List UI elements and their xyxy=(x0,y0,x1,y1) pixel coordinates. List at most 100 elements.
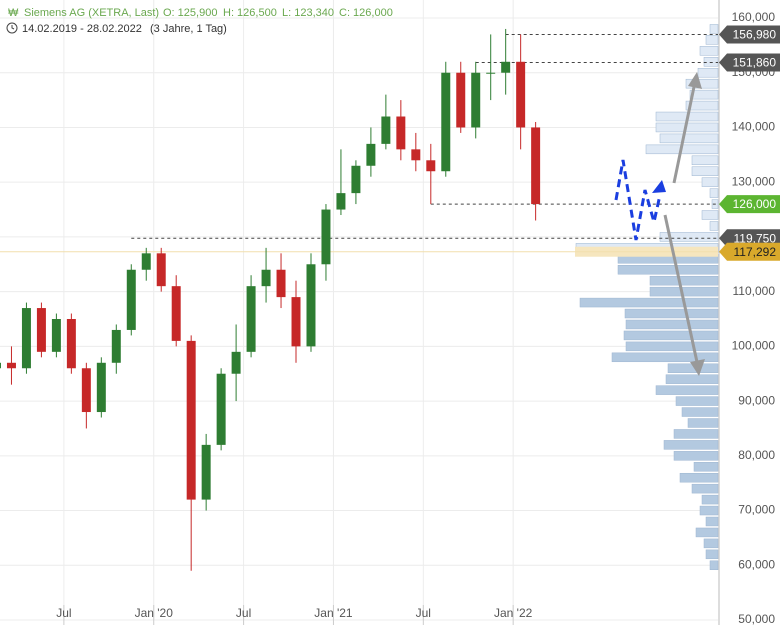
arrows xyxy=(663,72,705,376)
profile-bar xyxy=(699,505,719,516)
candle-body xyxy=(156,253,166,287)
candle-body xyxy=(306,264,316,347)
profile-bar xyxy=(685,78,719,89)
x-tick-label: Jul xyxy=(236,606,251,620)
y-tick-label: 50,000 xyxy=(738,612,775,625)
y-tick-label: 80,000 xyxy=(738,448,775,462)
profile-bar xyxy=(691,155,719,166)
candle-body xyxy=(51,319,61,352)
profile-bar xyxy=(703,538,719,549)
profile-bar xyxy=(625,341,719,352)
profile-bar xyxy=(705,549,719,560)
profile-bar xyxy=(693,462,719,472)
candle-body xyxy=(36,308,46,352)
close-label: C: 126,000 xyxy=(339,7,393,19)
level-label: 119,750 xyxy=(734,231,777,245)
profile-bar xyxy=(681,407,719,417)
profile-bar xyxy=(675,396,719,406)
x-tick-label: Jul xyxy=(416,606,431,620)
title: Siemens AG (XETRA, Last) xyxy=(24,7,159,19)
candle-body xyxy=(201,444,211,500)
profile-bar xyxy=(625,319,719,330)
y-tick-label: 110,000 xyxy=(733,284,776,298)
candle-body xyxy=(321,209,331,265)
profile-bar xyxy=(659,133,719,144)
header: ₩ Siemens AG (XETRA, Last) O: 125,900 H:… xyxy=(6,7,393,35)
profile-bar xyxy=(697,68,719,78)
level-tag xyxy=(719,195,780,214)
profile-bar xyxy=(685,100,719,111)
x-tick-label: Jan '20 xyxy=(135,606,174,620)
y-tick-label: 90,000 xyxy=(738,393,775,407)
candle-body xyxy=(6,362,16,369)
y-tick-label: 70,000 xyxy=(738,503,775,517)
profile-bar xyxy=(659,232,719,242)
candle-body xyxy=(441,72,451,172)
candle-body xyxy=(381,116,391,144)
high-label: H: 126,500 xyxy=(223,7,277,19)
level-label: 126,000 xyxy=(733,197,777,211)
candle-body xyxy=(66,319,76,369)
candle-body xyxy=(516,61,526,128)
candle-body xyxy=(261,269,271,287)
clock-icon xyxy=(6,22,18,34)
candle-body xyxy=(111,329,121,363)
x-tick-label: Jul xyxy=(56,606,71,620)
level-tag xyxy=(719,53,780,72)
range-note: (3 Jahre, 1 Tag) xyxy=(150,23,227,35)
level-label: 151,860 xyxy=(733,56,777,70)
candle-body xyxy=(351,165,361,194)
candle-body xyxy=(396,116,406,150)
profile-bar xyxy=(701,494,719,505)
profile-bar xyxy=(703,57,719,67)
projection xyxy=(614,159,666,241)
candle-body xyxy=(456,72,466,128)
profile-bar xyxy=(701,210,719,220)
profile-bar xyxy=(673,429,719,439)
profile-bar xyxy=(663,440,719,450)
candle-body xyxy=(426,160,436,172)
profile-bar xyxy=(709,560,719,570)
candle-body xyxy=(291,297,301,347)
candle-body xyxy=(0,362,1,369)
profile-bar xyxy=(665,374,719,384)
profile-bar xyxy=(705,35,719,45)
profile-bar xyxy=(649,286,719,297)
profile-bar xyxy=(579,297,719,308)
profile-bar xyxy=(699,46,719,56)
x-tick-label: Jan '21 xyxy=(314,606,353,620)
candle-body xyxy=(531,127,541,205)
candle-body xyxy=(471,72,481,128)
profile-bar xyxy=(623,330,719,341)
profile-bar xyxy=(611,352,719,363)
y-tick-label: 130,000 xyxy=(732,174,776,188)
y-tick-label: 60,000 xyxy=(738,557,775,571)
x-tick-label: Jan '22 xyxy=(494,606,533,620)
open-label: O: 125,900 xyxy=(163,7,217,19)
y-tick-label: 160,000 xyxy=(732,10,776,24)
low-label: L: 123,340 xyxy=(282,7,334,19)
candle-body xyxy=(141,253,151,270)
profile-bar xyxy=(709,188,719,198)
chart-icon: ₩ xyxy=(8,7,19,19)
candle-body xyxy=(81,368,91,413)
profile-bar xyxy=(709,221,719,231)
profile-bar xyxy=(691,166,719,176)
profile-bar xyxy=(649,275,719,286)
profile-bar xyxy=(689,89,719,100)
candle-body xyxy=(501,61,511,73)
profile-bar xyxy=(673,451,719,461)
profile-bar xyxy=(617,265,719,275)
candle-body xyxy=(231,351,241,374)
profile-bar xyxy=(655,385,719,395)
candle-body xyxy=(486,72,496,74)
profile-bar xyxy=(701,177,719,187)
candle-body xyxy=(276,269,286,298)
range-label: 14.02.2019 - 28.02.2022 xyxy=(22,23,142,35)
levels xyxy=(0,34,718,257)
profile-bar xyxy=(679,472,719,483)
level-tag xyxy=(719,25,780,44)
profile-bar xyxy=(695,527,719,538)
grid xyxy=(0,0,718,625)
